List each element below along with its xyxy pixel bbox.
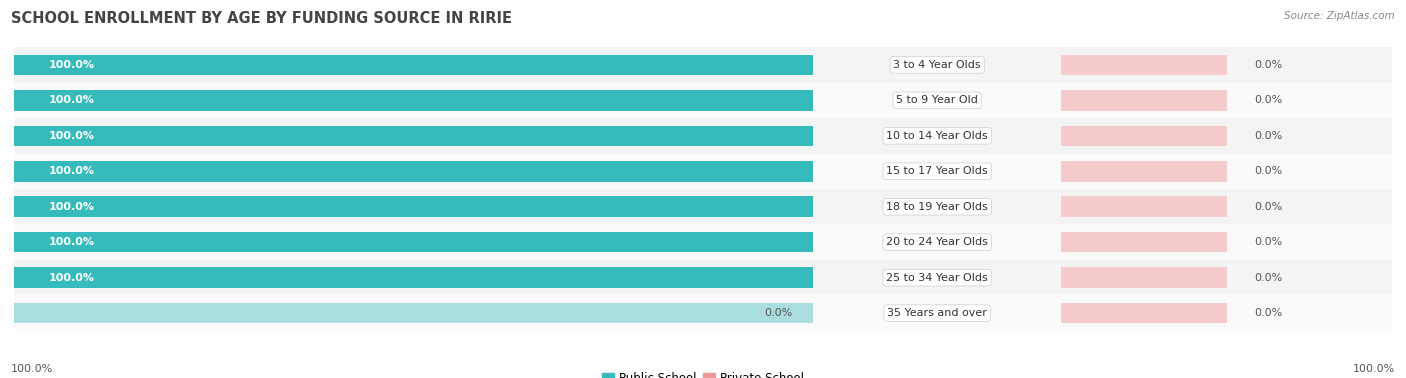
Bar bbox=[1062, 125, 1226, 146]
Bar bbox=[14, 125, 813, 146]
Text: 35 Years and over: 35 Years and over bbox=[887, 308, 987, 318]
Text: Source: ZipAtlas.com: Source: ZipAtlas.com bbox=[1284, 11, 1395, 21]
Bar bbox=[1062, 303, 1226, 324]
Bar bbox=[14, 225, 1392, 260]
Bar bbox=[14, 232, 813, 253]
Bar bbox=[14, 197, 813, 217]
Text: 0.0%: 0.0% bbox=[1254, 237, 1282, 247]
Bar bbox=[1062, 90, 1226, 111]
Text: 3 to 4 Year Olds: 3 to 4 Year Olds bbox=[893, 60, 981, 70]
Text: 15 to 17 Year Olds: 15 to 17 Year Olds bbox=[886, 166, 988, 176]
Text: 0.0%: 0.0% bbox=[765, 308, 793, 318]
Bar bbox=[14, 197, 813, 217]
Text: 18 to 19 Year Olds: 18 to 19 Year Olds bbox=[886, 202, 988, 212]
Text: 100.0%: 100.0% bbox=[48, 95, 94, 105]
Text: 100.0%: 100.0% bbox=[48, 166, 94, 176]
Bar bbox=[14, 189, 1392, 225]
Text: 20 to 24 Year Olds: 20 to 24 Year Olds bbox=[886, 237, 988, 247]
Bar bbox=[14, 161, 813, 181]
Text: 100.0%: 100.0% bbox=[1353, 364, 1395, 374]
Bar bbox=[14, 153, 1392, 189]
Bar bbox=[14, 118, 1392, 153]
Text: 100.0%: 100.0% bbox=[48, 273, 94, 283]
Text: 0.0%: 0.0% bbox=[1254, 60, 1282, 70]
Text: 100.0%: 100.0% bbox=[48, 202, 94, 212]
Bar bbox=[1062, 54, 1226, 75]
Bar bbox=[14, 260, 1392, 295]
Bar bbox=[14, 54, 813, 75]
Text: 0.0%: 0.0% bbox=[1254, 202, 1282, 212]
Text: 100.0%: 100.0% bbox=[48, 60, 94, 70]
Text: 100.0%: 100.0% bbox=[11, 364, 53, 374]
Bar bbox=[14, 295, 1392, 331]
Text: 0.0%: 0.0% bbox=[1254, 166, 1282, 176]
Bar bbox=[14, 125, 813, 146]
Bar bbox=[1062, 267, 1226, 288]
Bar bbox=[1062, 197, 1226, 217]
Bar bbox=[14, 267, 813, 288]
Legend: Public School, Private School: Public School, Private School bbox=[598, 367, 808, 378]
Bar bbox=[1062, 232, 1226, 253]
Bar bbox=[14, 90, 813, 111]
Bar bbox=[14, 303, 813, 324]
Bar bbox=[14, 232, 813, 253]
Bar bbox=[1062, 161, 1226, 181]
Text: 100.0%: 100.0% bbox=[48, 237, 94, 247]
Text: 5 to 9 Year Old: 5 to 9 Year Old bbox=[896, 95, 979, 105]
Text: 0.0%: 0.0% bbox=[1254, 273, 1282, 283]
Text: 0.0%: 0.0% bbox=[1254, 131, 1282, 141]
Bar bbox=[14, 161, 813, 181]
Bar bbox=[14, 90, 813, 111]
Bar bbox=[14, 47, 1392, 83]
Text: 0.0%: 0.0% bbox=[1254, 95, 1282, 105]
Text: 10 to 14 Year Olds: 10 to 14 Year Olds bbox=[886, 131, 988, 141]
Bar bbox=[14, 83, 1392, 118]
Text: 0.0%: 0.0% bbox=[1254, 308, 1282, 318]
Bar bbox=[14, 54, 813, 75]
Bar bbox=[14, 267, 813, 288]
Text: SCHOOL ENROLLMENT BY AGE BY FUNDING SOURCE IN RIRIE: SCHOOL ENROLLMENT BY AGE BY FUNDING SOUR… bbox=[11, 11, 512, 26]
Text: 25 to 34 Year Olds: 25 to 34 Year Olds bbox=[886, 273, 988, 283]
Text: 100.0%: 100.0% bbox=[48, 131, 94, 141]
